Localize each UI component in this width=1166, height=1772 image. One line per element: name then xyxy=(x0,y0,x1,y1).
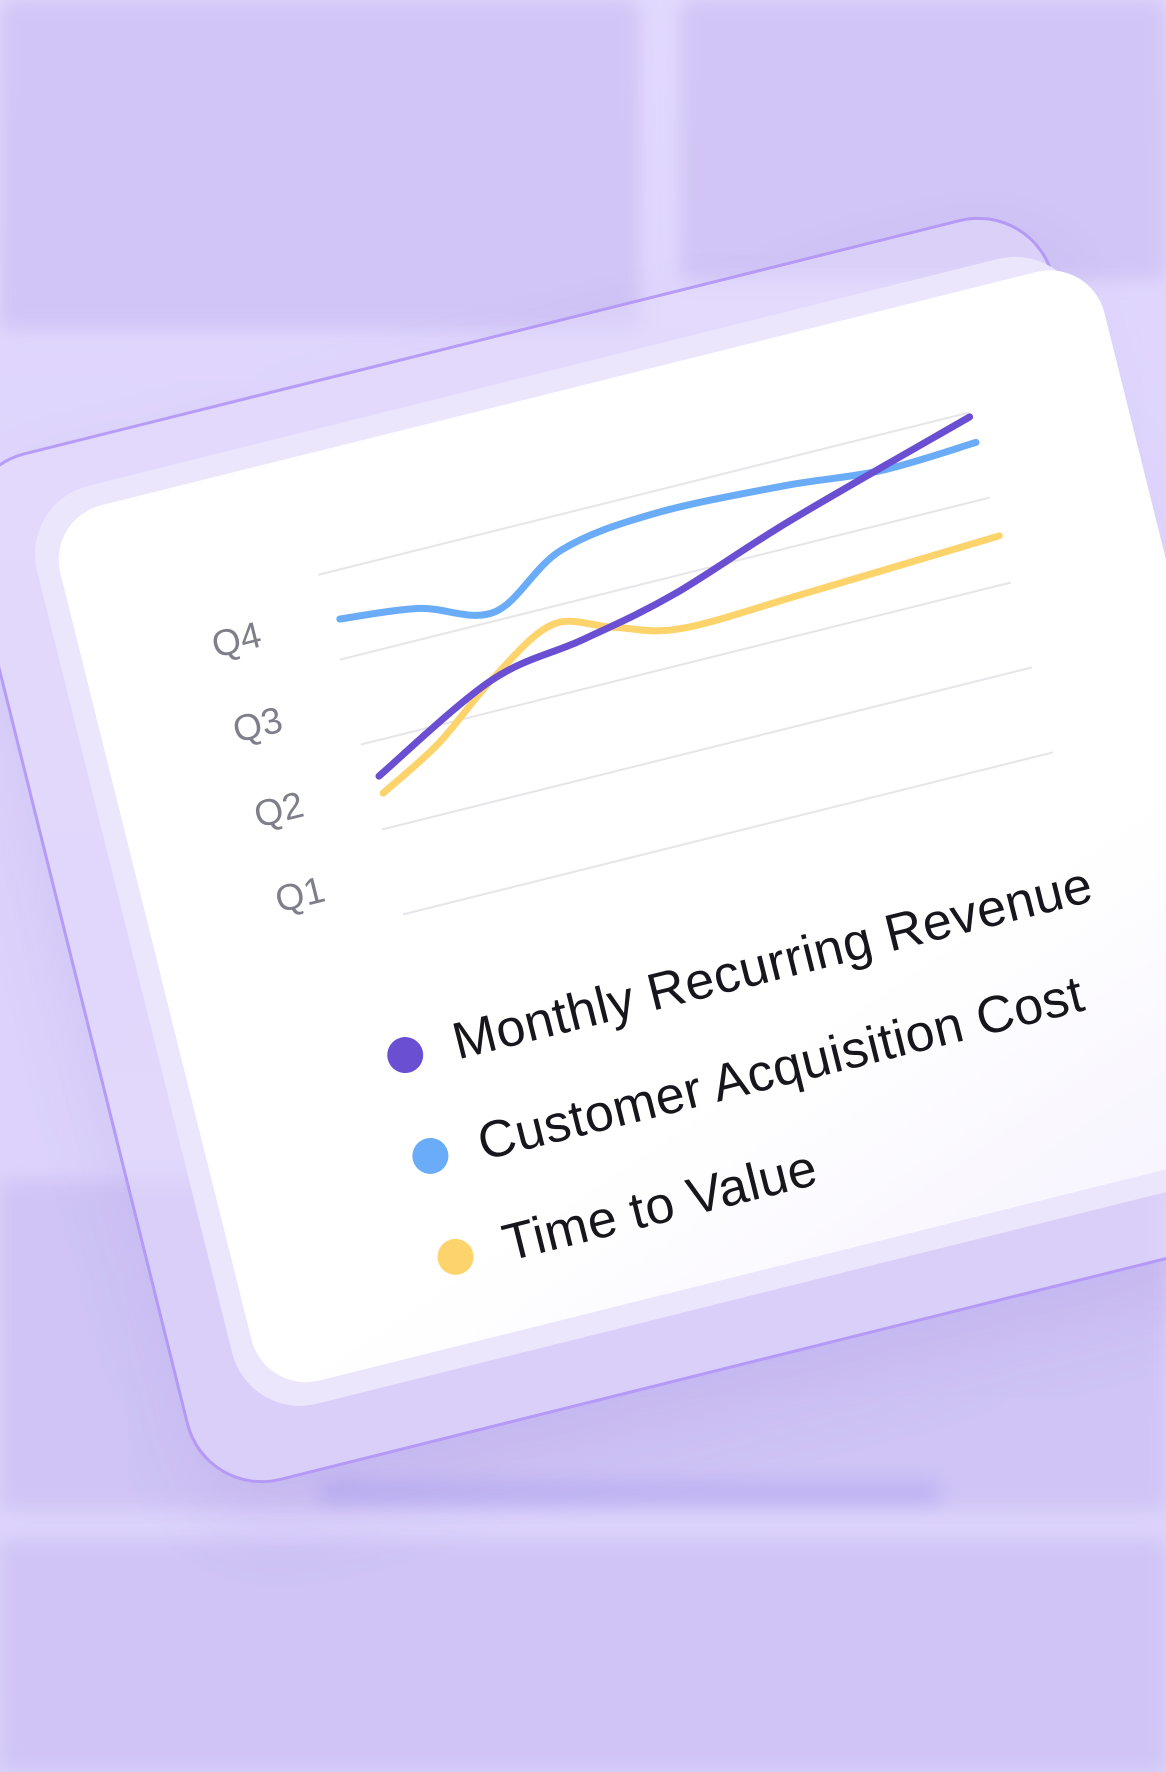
gridline xyxy=(339,496,990,661)
chart-card: Q1 Q2 Q3 Q4 Monthly Recurring Revenue Custom… xyxy=(46,258,1166,1395)
y-tick-label: Q4 xyxy=(208,614,266,666)
y-tick-label: Q3 xyxy=(229,699,287,751)
legend-dot-icon xyxy=(433,1235,478,1279)
floating-chart-card: Q1 Q2 Q3 Q4 Monthly Recurring Revenue Custom… xyxy=(0,200,1166,1500)
legend-dot-icon xyxy=(383,1033,428,1077)
backdrop-panel xyxy=(0,0,640,330)
gridline xyxy=(381,666,1033,831)
y-tick-label: Q2 xyxy=(250,784,308,836)
series-line-0 xyxy=(375,413,974,780)
gridline xyxy=(360,581,1012,746)
backdrop-bar xyxy=(320,1480,940,1506)
gridline xyxy=(318,411,969,576)
line-chart: Q1 Q2 Q3 Q4 xyxy=(208,411,1054,920)
gridline xyxy=(402,751,1054,916)
backdrop-panel xyxy=(680,0,1166,280)
chart-series xyxy=(336,413,1003,797)
backdrop-panel xyxy=(0,1540,1166,1772)
y-tick-label: Q1 xyxy=(271,869,329,921)
y-axis-ticks: Q1 Q2 Q3 Q4 xyxy=(208,614,329,920)
chart-grid xyxy=(318,411,1054,916)
series-line-2 xyxy=(379,532,1003,797)
legend-dot-icon xyxy=(408,1134,453,1178)
